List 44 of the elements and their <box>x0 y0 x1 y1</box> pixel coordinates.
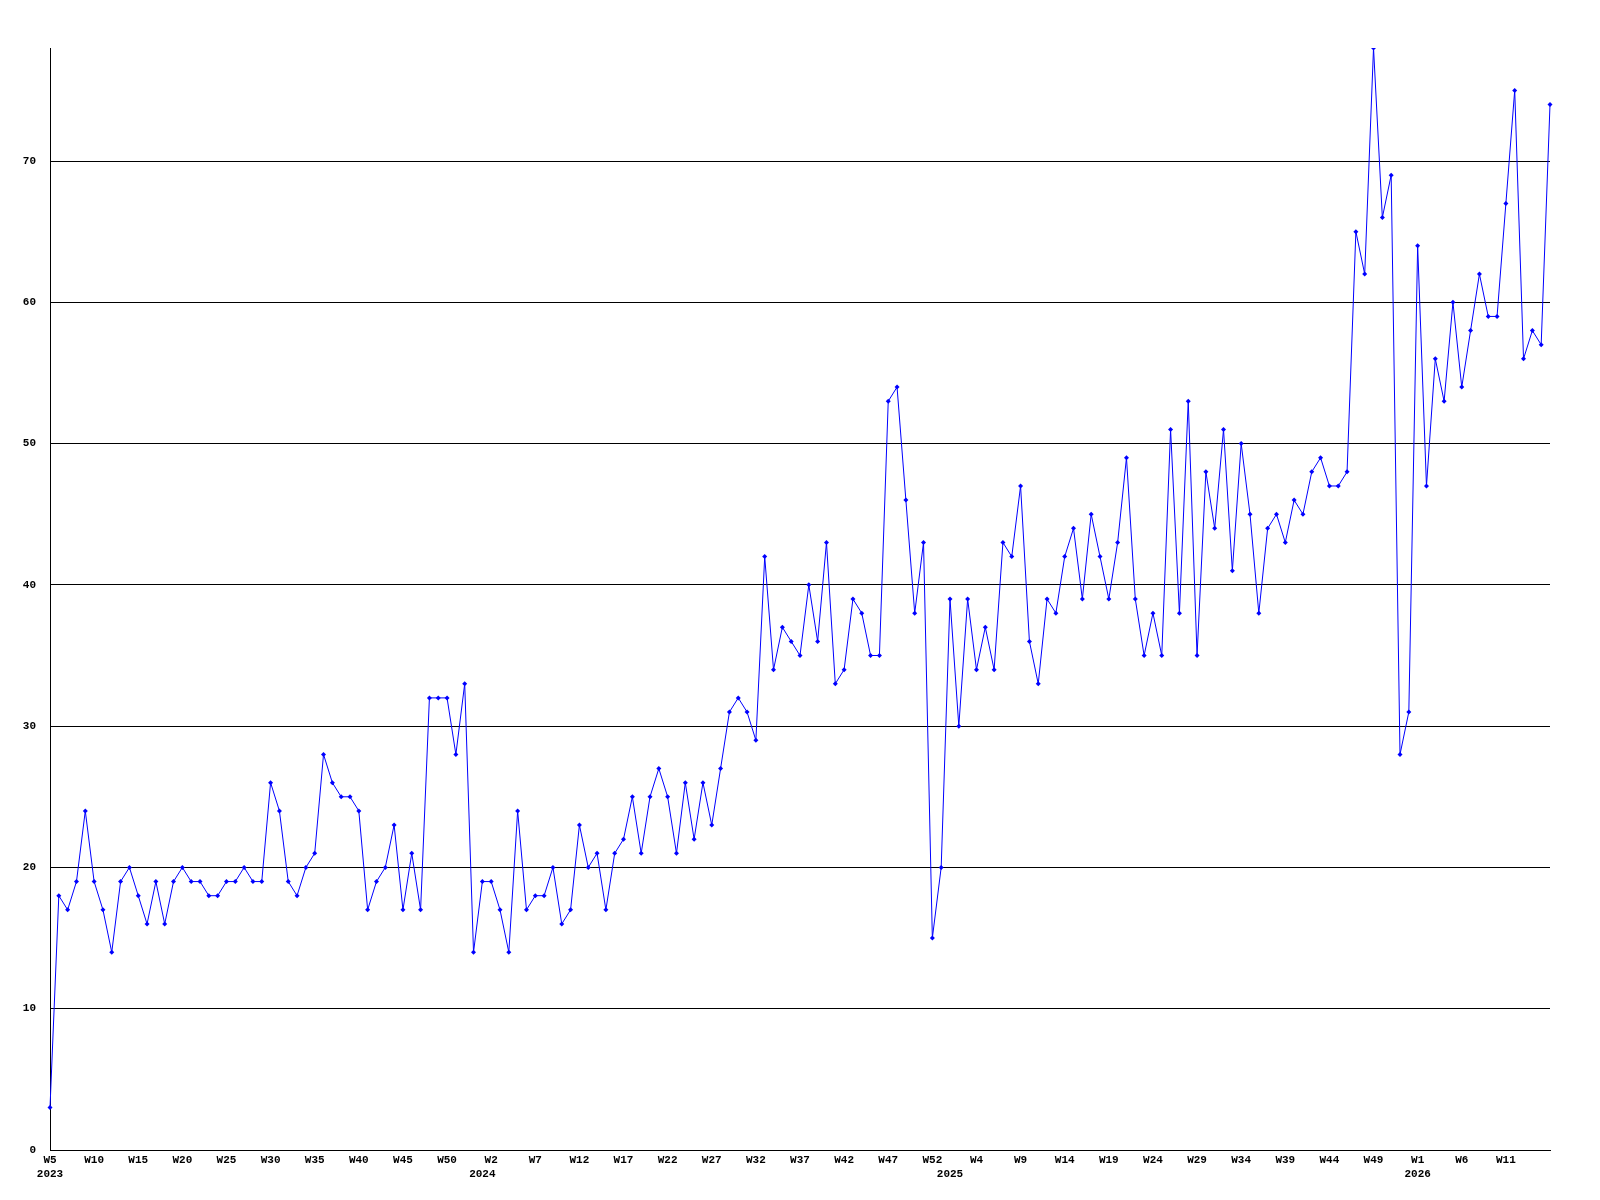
x-tick-label: W29 <box>1187 1154 1207 1167</box>
x-tick-label: W49 <box>1363 1154 1384 1167</box>
x-tick-label: W44 <box>1319 1154 1340 1167</box>
y-tick-label: 20 <box>22 861 36 874</box>
y-tick-label: 0 <box>29 1143 36 1156</box>
y-tick-label: 30 <box>22 719 36 732</box>
x-tick-label: W6 <box>1455 1154 1469 1167</box>
x-tick-label: W47 <box>878 1154 899 1167</box>
x-tick-label: W17 <box>613 1154 634 1167</box>
x-tick-label: W32 <box>745 1154 766 1167</box>
x-tick-label: 2024 <box>469 1167 496 1180</box>
x-tick-label: W14 <box>1054 1154 1075 1167</box>
x-tick-label: W22 <box>657 1154 678 1167</box>
x-tick-label: W37 <box>790 1154 810 1167</box>
x-tick-label: W30 <box>260 1154 281 1167</box>
x-tick-label: W39 <box>1275 1154 1296 1167</box>
y-tick-label: 60 <box>22 296 36 309</box>
x-tick-label: W12 <box>569 1154 590 1167</box>
x-tick-label: W27 <box>701 1154 722 1167</box>
x-tick-label: W19 <box>1098 1154 1119 1167</box>
x-tick-label: W5 2023 <box>36 1154 64 1180</box>
x-tick-label: W1 2026 <box>1404 1154 1431 1180</box>
x-tick-label: W15 <box>128 1154 149 1167</box>
y-tick-label: 70 <box>22 154 36 167</box>
y-tick-label: 10 <box>22 1002 36 1015</box>
x-tick-label: W50 <box>437 1154 457 1167</box>
x-tick-label: W45 <box>393 1154 414 1167</box>
x-tick-label: W34 <box>1231 1154 1252 1167</box>
x-tick-label: W35 <box>304 1154 325 1167</box>
x-tick-label: W40 <box>348 1154 369 1167</box>
x-tick-label: W2 <box>484 1154 498 1167</box>
y-tick-label: 50 <box>22 437 36 450</box>
x-tick-label: W10 <box>84 1154 105 1167</box>
x-tick-label: W42 <box>834 1154 855 1167</box>
x-tick-label: W24 <box>1143 1154 1164 1167</box>
x-tick-label: 2025 <box>936 1167 964 1180</box>
x-tick-label: W9 <box>1013 1154 1028 1167</box>
x-tick-label: W52 <box>922 1154 943 1167</box>
x-tick-label: W11 <box>1495 1154 1517 1167</box>
y-tick-label: 40 <box>22 578 36 591</box>
x-tick-label: W20 <box>172 1154 193 1167</box>
x-tick-label: W7 <box>528 1154 542 1167</box>
x-tick-label: W4 <box>969 1154 984 1167</box>
x-tick-label: W25 <box>216 1154 237 1167</box>
